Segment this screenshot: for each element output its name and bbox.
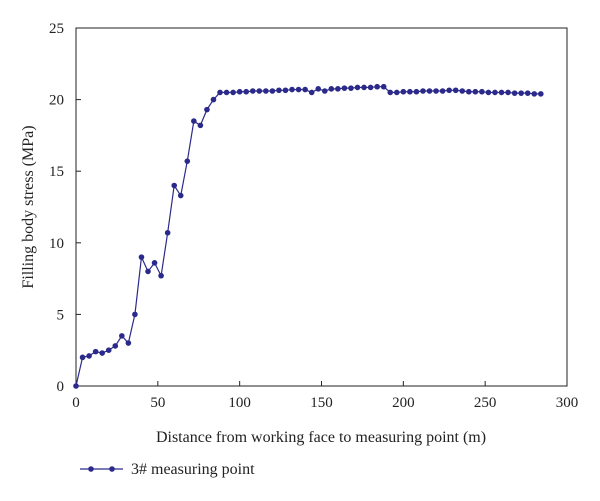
data-point — [374, 83, 380, 90]
data-point — [204, 106, 210, 113]
data-point — [145, 268, 151, 275]
data-point — [505, 89, 511, 96]
data-point — [341, 85, 348, 91]
data-point — [119, 333, 125, 339]
data-point — [361, 84, 367, 91]
data-point — [387, 89, 394, 96]
data-point — [498, 89, 505, 96]
data-point — [86, 353, 92, 359]
data-point — [433, 88, 439, 94]
data-point — [315, 86, 322, 92]
data-point — [158, 272, 164, 279]
x-axis-label: Distance from working face to measuring … — [156, 429, 486, 446]
x-tick-label: 300 — [556, 395, 579, 411]
data-point — [413, 88, 420, 95]
y-tick-label: 0 — [57, 379, 65, 395]
y-axis-label: Filling body stress (MPa) — [20, 125, 37, 288]
data-point — [197, 122, 204, 129]
data-point — [400, 88, 407, 95]
data-point — [452, 87, 459, 94]
data-point — [531, 91, 538, 97]
data-point — [518, 90, 524, 96]
data-point — [479, 88, 485, 95]
data-point — [249, 88, 256, 94]
data-point — [289, 86, 295, 93]
legend-marker-right — [109, 466, 115, 472]
data-point — [105, 347, 112, 354]
data-point — [459, 88, 466, 94]
x-tick-label: 50 — [150, 395, 165, 411]
data-point — [276, 87, 282, 94]
data-point — [138, 254, 145, 260]
data-point — [302, 86, 308, 93]
plot-frame — [75, 27, 568, 387]
data-point — [217, 89, 223, 96]
data-point — [335, 86, 341, 92]
data-point — [112, 343, 119, 349]
data-point — [472, 88, 479, 95]
data-point — [407, 88, 413, 95]
data-point — [243, 88, 250, 95]
data-point — [439, 88, 446, 94]
data-point — [171, 182, 177, 189]
ticks: 0 50 100 150 200 250 300 0 5 10 15 20 25 — [49, 21, 578, 411]
y-tick-label: 5 — [57, 307, 65, 323]
x-tick-label: 100 — [228, 395, 251, 411]
data-point — [420, 88, 426, 94]
data-point — [282, 87, 289, 94]
data-point — [125, 340, 132, 346]
data-point — [79, 354, 86, 361]
data-point — [511, 90, 518, 96]
legend: 3# measuring point — [80, 461, 255, 478]
data-point — [321, 88, 328, 94]
data-point — [132, 311, 138, 318]
data-point — [393, 89, 400, 96]
data-point — [263, 88, 269, 94]
data-point — [269, 88, 276, 94]
data-point — [230, 89, 236, 96]
data-point — [92, 348, 99, 355]
data-point — [295, 86, 302, 93]
y-tick-label: 10 — [49, 236, 64, 252]
series-layer — [73, 83, 544, 389]
data-point — [524, 90, 531, 96]
data-point — [151, 260, 158, 266]
data-point — [191, 118, 197, 124]
data-point — [164, 229, 171, 236]
data-point — [466, 88, 472, 95]
data-point — [492, 89, 498, 96]
data-point — [485, 89, 492, 96]
data-point — [256, 88, 263, 94]
x-tick-label: 0 — [72, 395, 80, 411]
x-tick-label: 150 — [310, 395, 333, 411]
y-tick-label: 25 — [49, 21, 64, 37]
data-point — [308, 89, 315, 96]
data-point — [446, 87, 452, 94]
data-point — [210, 96, 217, 103]
data-point — [223, 89, 230, 96]
legend-label: 3# measuring point — [131, 461, 255, 478]
data-point — [367, 84, 374, 91]
data-point — [236, 88, 243, 95]
legend-marker-left — [88, 466, 94, 472]
y-tick-label: 15 — [49, 164, 64, 180]
data-point — [184, 158, 191, 164]
data-point — [538, 91, 544, 97]
x-tick-label: 250 — [474, 395, 497, 411]
data-point — [99, 350, 105, 356]
series-line — [75, 86, 541, 387]
x-tick-label: 200 — [392, 395, 415, 411]
data-point — [328, 86, 335, 92]
data-point — [177, 192, 184, 199]
data-point — [348, 85, 354, 91]
data-point — [426, 88, 433, 94]
y-tick-label: 20 — [49, 93, 64, 109]
data-point — [73, 383, 79, 389]
data-point — [354, 84, 361, 91]
data-point — [380, 83, 387, 90]
